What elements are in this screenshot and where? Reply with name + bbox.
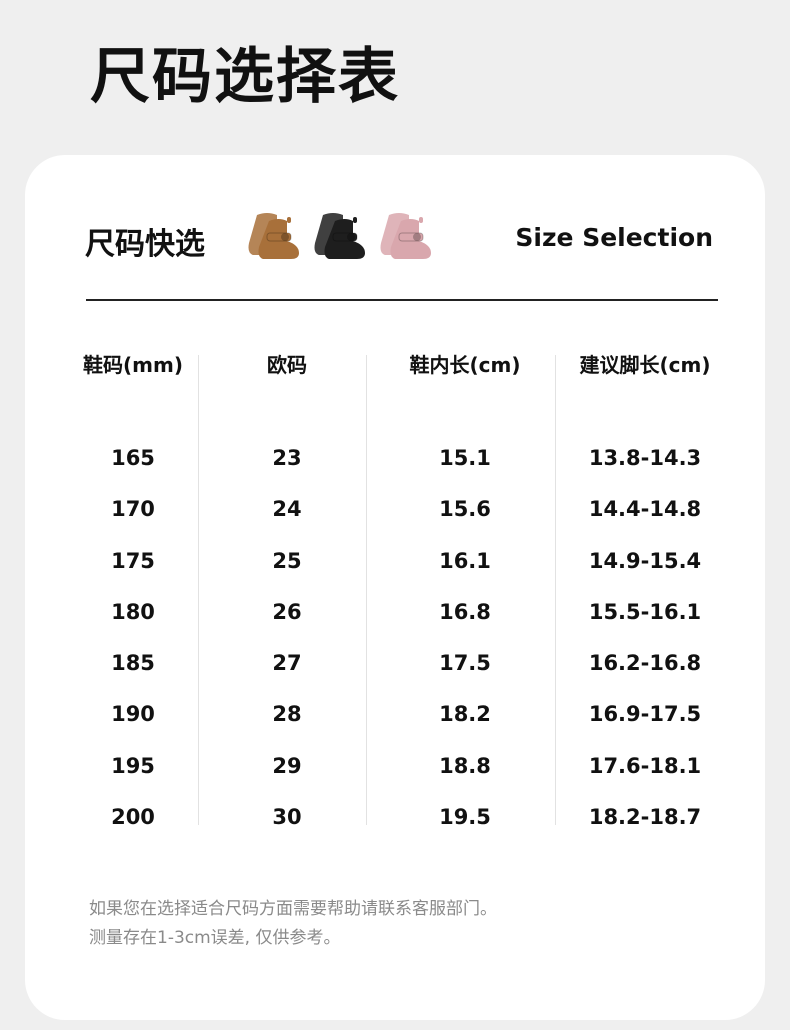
table-cell: 15.6 xyxy=(439,497,491,522)
column-header: 欧码 xyxy=(267,353,307,377)
column-header: 鞋码(mm) xyxy=(83,353,183,377)
table-cell: 165 xyxy=(111,446,155,470)
table-column: 鞋内长(cm) 15.1 15.6 16.1 16.8 17.5 18.2 18.8 19.5 xyxy=(385,350,545,843)
section-title: 尺码快选 xyxy=(85,227,205,262)
table-cell: 19.5 xyxy=(439,805,491,830)
table-cell: 18.2 xyxy=(439,702,491,727)
table-cell: 26 xyxy=(272,599,302,624)
footnote: 如果您在选择适合尺码方面需要帮助请联系客服部门。 测量存在1-3cm误差, 仅供… xyxy=(89,895,497,953)
divider xyxy=(86,299,718,301)
table-cell: 17.6-18.1 xyxy=(588,753,702,778)
table-cell: 16.9-17.5 xyxy=(588,702,702,727)
table-cell: 16.1 xyxy=(439,548,491,573)
table-cell: 14.4-14.8 xyxy=(588,497,702,522)
table-cell: 15.1 xyxy=(439,446,491,470)
table-cell: 25 xyxy=(272,548,302,573)
table-cell: 17.5 xyxy=(439,651,491,676)
table-cell: 30 xyxy=(272,805,302,830)
table-cell: 24 xyxy=(272,497,302,522)
table-cell: 29 xyxy=(272,753,302,778)
black-boot-image xyxy=(314,213,365,259)
size-card: 尺码快选 Size Selection 鞋码(mm) 165 170 175 180 18… xyxy=(25,155,765,1020)
table-cell: 16.2-16.8 xyxy=(588,651,702,676)
column-divider xyxy=(198,355,199,825)
table-cell: 14.9-15.4 xyxy=(588,548,702,573)
section-title-en: Size Selection xyxy=(515,223,713,252)
column-header: 鞋内长(cm) xyxy=(409,353,521,377)
boot-images xyxy=(243,207,435,263)
table-cell: 200 xyxy=(111,805,155,830)
page-title: 尺码选择表 xyxy=(90,42,400,112)
table-cell: 13.8-14.3 xyxy=(588,446,702,470)
column-divider xyxy=(555,355,556,825)
table-cell: 185 xyxy=(111,651,155,676)
table-cell: 195 xyxy=(111,753,155,778)
table-cell: 23 xyxy=(272,446,302,470)
brown-boot-image xyxy=(248,213,299,259)
table-column: 欧码 23 24 25 26 27 28 29 30 xyxy=(227,350,347,843)
column-divider xyxy=(366,355,367,825)
table-cell: 27 xyxy=(272,651,302,676)
table-column: 建议脚长(cm) 13.8-14.3 14.4-14.8 14.9-15.4 15.5-… xyxy=(560,350,730,843)
table-cell: 28 xyxy=(272,702,302,727)
table-column: 鞋码(mm) 165 170 175 180 185 190 195 200 xyxy=(58,350,208,843)
table-cell: 170 xyxy=(111,497,155,522)
table-cell: 190 xyxy=(111,702,155,727)
table-cell: 18.2-18.7 xyxy=(588,805,702,830)
footnote-line: 测量存在1-3cm误差, 仅供参考。 xyxy=(89,928,341,948)
pink-boot-image xyxy=(380,213,431,259)
table-cell: 16.8 xyxy=(439,599,491,624)
footnote-line: 如果您在选择适合尺码方面需要帮助请联系客服部门。 xyxy=(89,899,497,919)
table-cell: 18.8 xyxy=(439,753,491,778)
table-cell: 15.5-16.1 xyxy=(588,599,702,624)
table-cell: 180 xyxy=(111,599,155,624)
column-header: 建议脚长(cm) xyxy=(579,353,711,377)
table-cell: 175 xyxy=(111,548,155,573)
